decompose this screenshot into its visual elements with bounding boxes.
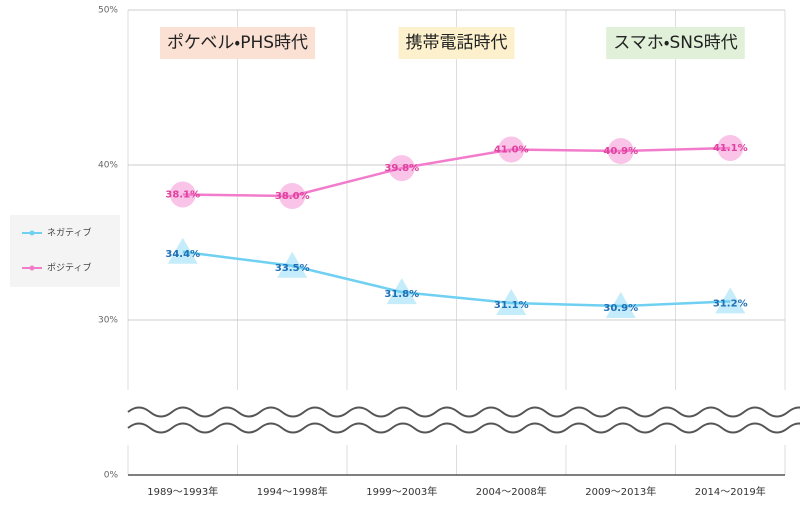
era-annotation: 携帯電話時代 <box>398 27 515 59</box>
y-tick-label: 40% <box>98 161 118 171</box>
value-label: 31.2% <box>713 298 748 309</box>
marker <box>386 278 417 305</box>
era-annotation: スマホ・SNS時代 <box>606 27 745 59</box>
series-line <box>182 250 731 308</box>
legend-marker <box>29 230 35 236</box>
marker <box>277 251 308 278</box>
legend-label: ネガティブ <box>47 227 91 239</box>
marker <box>388 155 415 182</box>
value-label: 41.0% <box>494 145 529 156</box>
marker <box>607 138 634 165</box>
era-box <box>606 27 745 59</box>
value-label: 34.4% <box>165 249 200 260</box>
series-line <box>182 146 731 198</box>
y-tick-label: 50% <box>98 6 118 16</box>
marker <box>279 183 306 209</box>
era-box <box>159 27 316 59</box>
x-tick-label: 1999〜2003年 <box>366 485 437 498</box>
marker <box>496 288 527 315</box>
x-tick-label: 2004〜2008年 <box>476 485 547 498</box>
x-tick-label: 2014〜2019年 <box>695 485 766 498</box>
marker <box>717 134 744 161</box>
value-label: 38.0% <box>275 191 310 202</box>
value-label: 41.1% <box>713 143 748 154</box>
marker <box>715 287 746 314</box>
value-label: 38.1% <box>165 189 200 200</box>
value-label: 31.1% <box>494 300 529 311</box>
era-box <box>398 27 515 59</box>
legend-marker <box>29 265 35 271</box>
value-label: 30.9% <box>603 303 638 314</box>
marker <box>167 237 198 264</box>
value-label: 39.8% <box>384 163 419 174</box>
axis-break <box>127 406 800 418</box>
y-tick-label: 0% <box>104 471 119 481</box>
marker <box>605 292 636 319</box>
x-tick-label: 2009〜2013年 <box>585 485 656 498</box>
legend-label: ポジティブ <box>47 262 91 274</box>
marker <box>498 136 525 163</box>
value-label: 33.5% <box>275 263 310 274</box>
legend-box <box>10 215 120 287</box>
x-tick-label: 1989〜1993年 <box>147 485 218 498</box>
era-label: ポケベル・PHS時代 <box>167 33 308 53</box>
era-label: スマホ・SNS時代 <box>613 33 738 53</box>
value-label: 31.8% <box>384 289 419 300</box>
era-label: 携帯電話時代 <box>406 33 508 53</box>
marker <box>169 181 196 208</box>
value-label: 40.9% <box>603 146 638 157</box>
y-tick-label: 30% <box>98 316 118 326</box>
axis-break <box>127 422 800 434</box>
x-tick-label: 1994〜1998年 <box>257 485 328 498</box>
era-annotation: ポケベル・PHS時代 <box>159 27 316 59</box>
